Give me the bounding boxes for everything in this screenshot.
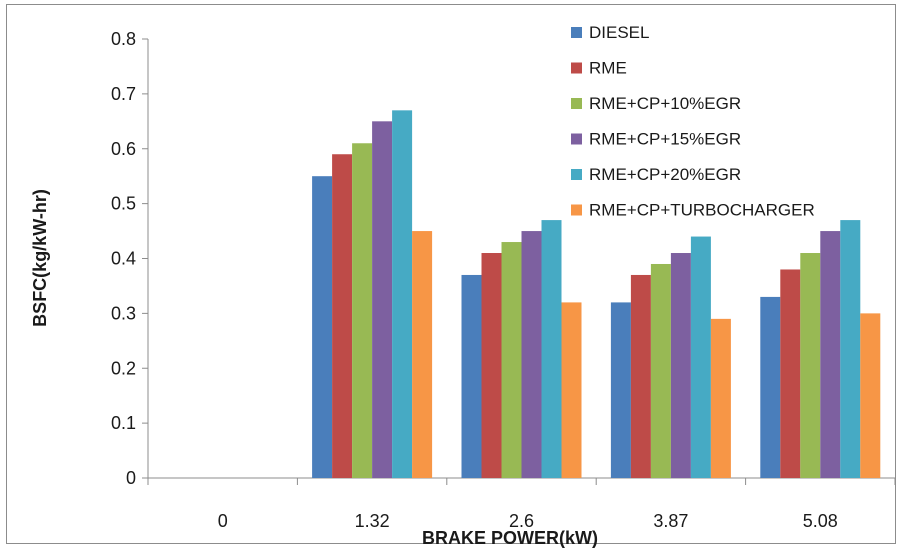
- bar-rme-cp-20-egr-3-87: [690, 236, 711, 478]
- x-tick-label: 1.32: [355, 511, 390, 531]
- legend-swatch: [571, 133, 582, 145]
- bar-rme-cp-15-egr-5-08: [820, 231, 841, 478]
- chart-frame: [6, 4, 896, 544]
- x-tick-label: 3.87: [653, 511, 688, 531]
- legend-swatch: [571, 169, 582, 180]
- bar-rme-cp-10-egr-1-32: [352, 143, 373, 478]
- bar-rme-cp-15-egr-1-32: [372, 121, 393, 478]
- bar-diesel-1-32: [312, 176, 333, 478]
- legend: DIESEL RME RME+CP+10%EGR RME+CP+15%EGR RME+C…: [571, 23, 815, 220]
- bar-rme-1-32: [332, 154, 353, 479]
- bar-rme-cp-10-egr-5-08: [800, 253, 821, 478]
- x-tick-label: 0: [218, 511, 228, 531]
- bar-diesel-2-6: [461, 274, 482, 478]
- bar-rme-cp-15-egr-2-6: [521, 231, 542, 478]
- bar-rme-2-6: [481, 253, 502, 478]
- x-tick-label: 2.6: [509, 511, 534, 531]
- legend-label: RME+CP+15%EGR: [589, 130, 741, 149]
- bar-rme-cp-15-egr-3-87: [670, 253, 691, 478]
- y-tick-label: 0: [126, 468, 136, 488]
- x-tick-label: 5.08: [803, 511, 838, 531]
- bar-rme-3-87: [630, 274, 651, 478]
- bar-rme-cp-20-egr-2-6: [541, 220, 562, 478]
- y-tick-label: 0.5: [111, 194, 136, 214]
- bar-rme-cp-turbocharger-1-32: [412, 231, 433, 478]
- legend-label: RME+CP+TURBOCHARGER: [589, 201, 815, 220]
- legend-label: RME+CP+20%EGR: [589, 165, 741, 184]
- legend-label: RME: [589, 59, 627, 78]
- y-tick-label: 0.7: [111, 84, 136, 104]
- bar-rme-cp-10-egr-2-6: [501, 242, 522, 478]
- bar-rme-cp-20-egr-5-08: [840, 220, 861, 478]
- y-tick-label: 0.2: [111, 358, 136, 378]
- legend-swatch: [571, 27, 582, 38]
- legend-label: RME+CP+10%EGR: [589, 94, 741, 113]
- bar-rme-cp-10-egr-3-87: [650, 263, 671, 478]
- bar-diesel-3-87: [610, 302, 631, 478]
- legend-swatch: [571, 204, 582, 216]
- bar-rme-cp-20-egr-1-32: [392, 110, 413, 479]
- y-tick-label: 0.6: [111, 139, 136, 159]
- bar-diesel-5-08: [760, 296, 781, 478]
- tick-labels: 0 0.1 0.2 0.3 0.4 0.5 0.6 0.7 0.8 0 1.32 2.6 3.87 5.0…: [111, 29, 838, 531]
- y-tick-label: 0.1: [111, 413, 136, 433]
- bars: [312, 110, 881, 479]
- legend-label: DIESEL: [589, 23, 649, 42]
- x-axis-title: BRAKE POWER(kW): [422, 528, 598, 548]
- y-tick-label: 0.3: [111, 303, 136, 323]
- legend-swatch: [571, 98, 582, 109]
- y-tick-label: 0.4: [111, 249, 136, 269]
- y-tick-label: 0.8: [111, 29, 136, 49]
- y-axis-title: BSFC(kg/kW-hr): [30, 189, 50, 327]
- bar-rme-cp-turbocharger-2-6: [561, 302, 582, 478]
- bar-rme-cp-turbocharger-5-08: [860, 313, 881, 478]
- legend-swatch: [571, 62, 582, 74]
- bar-rme-cp-turbocharger-3-87: [710, 318, 731, 478]
- bar-rme-5-08: [780, 269, 801, 478]
